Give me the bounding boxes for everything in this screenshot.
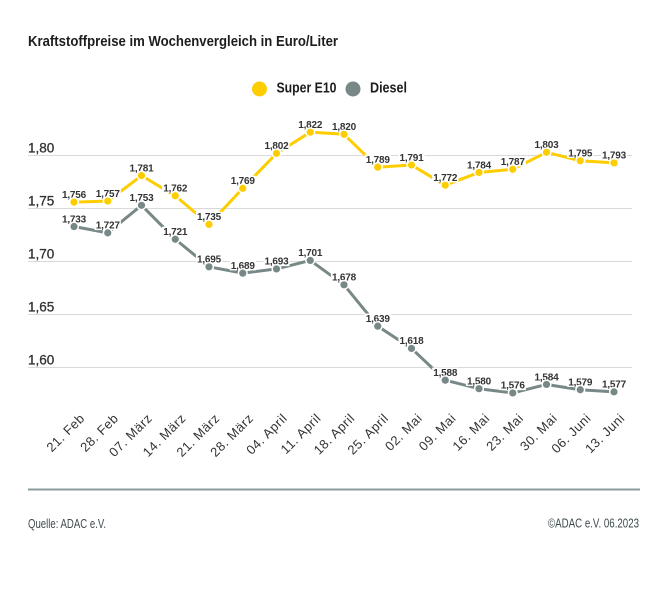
svg-text:Kraftstoffpreise im Wochenverg: Kraftstoffpreise im Wochenvergleich in E…: [28, 33, 338, 50]
svg-text:1,769: 1,769: [231, 176, 256, 187]
svg-text:1,795: 1,795: [568, 149, 593, 160]
svg-text:1,695: 1,695: [197, 255, 222, 266]
svg-text:1,678: 1,678: [332, 273, 357, 284]
svg-text:1,727: 1,727: [96, 221, 121, 232]
svg-text:Diesel: Diesel: [370, 80, 407, 97]
svg-text:Super E10: Super E10: [277, 80, 337, 97]
svg-text:1,577: 1,577: [602, 380, 627, 391]
svg-text:1,753: 1,753: [129, 193, 154, 204]
svg-text:1,822: 1,822: [298, 120, 323, 131]
svg-text:1,721: 1,721: [163, 227, 188, 238]
svg-text:1,576: 1,576: [501, 381, 526, 392]
svg-text:1,802: 1,802: [264, 141, 289, 152]
svg-text:1,757: 1,757: [96, 189, 121, 200]
svg-text:1,75: 1,75: [28, 193, 54, 208]
svg-text:1,820: 1,820: [332, 122, 357, 133]
svg-text:1,787: 1,787: [501, 157, 526, 168]
svg-text:1,756: 1,756: [62, 190, 87, 201]
svg-text:1,588: 1,588: [433, 368, 458, 379]
svg-text:1,803: 1,803: [534, 140, 559, 151]
svg-text:1,580: 1,580: [467, 377, 492, 388]
svg-text:1,701: 1,701: [298, 248, 323, 259]
svg-text:1,781: 1,781: [129, 163, 154, 174]
svg-text:1,791: 1,791: [399, 153, 424, 164]
svg-text:1,789: 1,789: [366, 155, 391, 166]
svg-text:1,584: 1,584: [534, 372, 559, 383]
svg-text:1,70: 1,70: [28, 246, 54, 261]
svg-text:1,784: 1,784: [467, 160, 492, 171]
svg-text:1,772: 1,772: [433, 173, 458, 184]
svg-text:1,65: 1,65: [28, 299, 54, 314]
svg-text:1,793: 1,793: [602, 151, 627, 162]
svg-text:Quelle: ADAC e.V.: Quelle: ADAC e.V.: [28, 517, 106, 531]
svg-text:1,60: 1,60: [28, 352, 54, 367]
svg-text:1,689: 1,689: [231, 261, 256, 272]
svg-text:1,579: 1,579: [568, 378, 593, 389]
svg-text:1,618: 1,618: [399, 336, 424, 347]
svg-text:1,80: 1,80: [28, 140, 54, 155]
svg-text:1,735: 1,735: [197, 212, 222, 223]
svg-text:1,639: 1,639: [366, 314, 391, 325]
svg-text:1,693: 1,693: [264, 257, 289, 268]
svg-text:1,762: 1,762: [163, 184, 188, 195]
svg-text:©ADAC e.V. 06.2023: ©ADAC e.V. 06.2023: [548, 517, 639, 531]
svg-text:1,733: 1,733: [62, 214, 87, 225]
